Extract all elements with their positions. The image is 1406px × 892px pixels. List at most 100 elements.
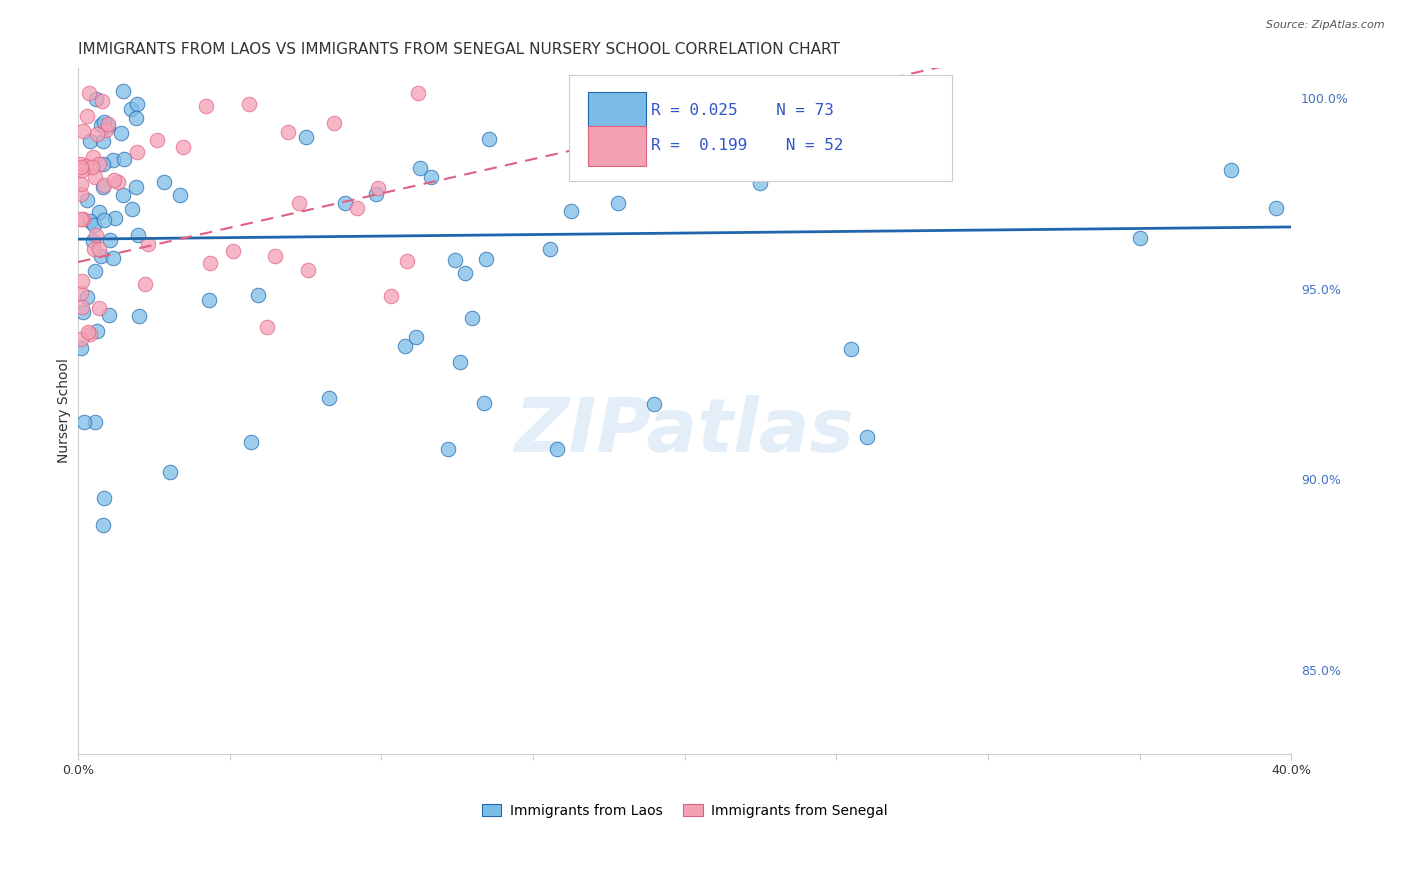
Point [159,465,181,479]
Point [318,391,340,405]
Y-axis label: Nursery School: Nursery School [58,359,72,463]
Point [94,123,117,137]
Point [86,127,108,141]
Point [70,333,93,347]
Point [246,288,269,302]
Point [82,161,104,175]
Point [79,327,101,342]
Point [84,169,107,184]
Point [73,415,96,429]
Text: IMMIGRANTS FROM LAOS VS IMMIGRANTS FROM SENEGAL NURSERY SCHOOL CORRELATION CHART: IMMIGRANTS FROM LAOS VS IMMIGRANTS FROM … [79,42,839,57]
Point [125,111,148,125]
Point [70,186,93,201]
Point [72,124,94,138]
Point [120,102,142,116]
Point [1219,163,1241,178]
Point [855,430,877,444]
Point [70,178,93,192]
Point [409,161,432,176]
Point [70,156,93,170]
Point [475,252,498,267]
Point [288,195,311,210]
Point [367,181,389,195]
Text: ZIPatlas: ZIPatlas [515,395,855,467]
Point [449,355,471,369]
Point [125,145,148,159]
Point [77,87,100,101]
Point [125,180,148,194]
Point [93,157,115,171]
Point [110,126,132,140]
Point [472,396,495,410]
Point [90,119,112,133]
Point [101,251,124,265]
Point [90,95,112,109]
Point [222,244,245,258]
Text: R =  0.199    N = 52: R = 0.199 N = 52 [651,137,844,153]
Point [84,264,107,278]
Point [83,242,105,256]
Point [97,117,120,131]
Point [98,233,121,247]
FancyBboxPatch shape [569,75,952,181]
Point [146,133,169,147]
Point [198,293,221,307]
Point [749,176,772,190]
Point [478,132,501,146]
Point [72,305,94,319]
Point [346,202,368,216]
Point [82,235,104,249]
Point [125,96,148,111]
FancyBboxPatch shape [588,126,645,166]
Point [1265,201,1288,215]
Point [172,139,194,153]
Point [87,242,110,256]
Point [444,253,467,268]
Point [76,109,98,123]
Point [75,159,97,173]
Point [93,491,115,506]
Point [103,173,125,187]
Point [70,341,93,355]
Point [394,338,416,352]
Point [546,442,568,456]
Point [454,266,477,280]
Point [93,135,115,149]
Point [70,163,93,178]
Point [91,518,114,533]
Point [86,324,108,338]
Point [461,311,484,326]
Point [256,320,278,334]
Point [121,202,143,216]
Point [112,153,135,167]
Point [101,153,124,168]
Point [419,169,441,184]
Point [112,188,135,202]
Point [70,274,93,288]
Point [239,434,262,449]
Point [297,262,319,277]
Point [93,115,115,129]
Point [90,249,112,263]
Point [70,300,93,314]
Point [323,116,346,130]
Point [79,214,101,228]
Point [138,236,160,251]
Point [169,188,191,202]
Point [70,160,93,174]
Point [87,157,110,171]
Point [93,213,115,227]
Point [366,186,388,201]
Point [643,397,665,411]
Point [128,309,150,323]
Point [238,97,260,112]
Point [841,342,863,356]
Point [76,290,98,304]
Point [93,178,115,192]
Point [134,277,156,292]
Point [560,204,582,219]
Point [1129,231,1152,245]
Point [406,86,429,100]
Point [98,308,121,322]
Text: Source: ZipAtlas.com: Source: ZipAtlas.com [1267,20,1385,29]
